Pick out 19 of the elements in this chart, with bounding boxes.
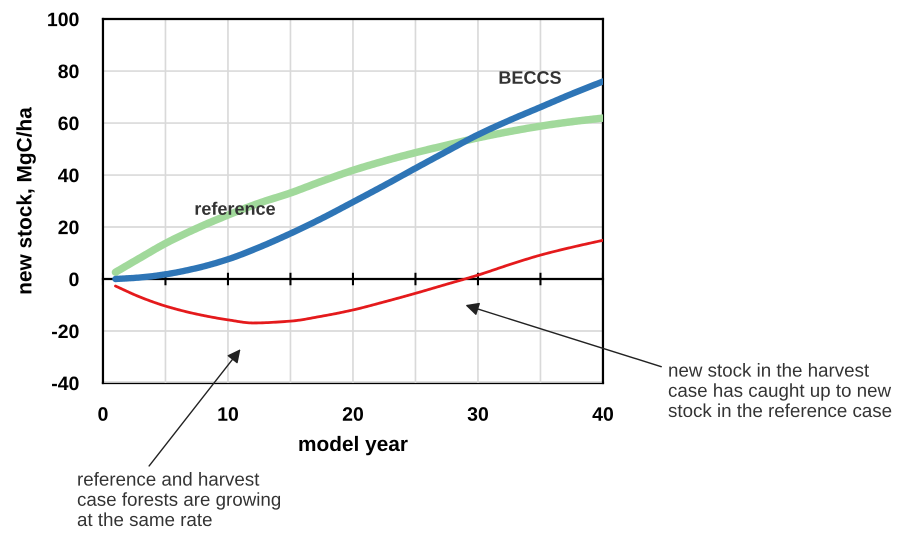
- y-tick-label: -20: [52, 324, 79, 338]
- series-label: BECCS: [500, 71, 561, 84]
- y-tick-label: 100: [48, 12, 79, 26]
- x-tick-label: 40: [592, 407, 613, 421]
- x-tick-label: 20: [342, 407, 363, 421]
- x-tick-label: 10: [218, 407, 238, 421]
- y-tick-label: 80: [58, 64, 79, 78]
- y-tick-label: 60: [58, 116, 79, 130]
- text: new stock in the harvest case has caught up to new stock in the reference case: [668, 363, 892, 418]
- x-tick-label: 30: [468, 407, 488, 421]
- y-tick-label: 0: [69, 272, 79, 286]
- y-tick-label: 40: [58, 168, 79, 182]
- y-axis-title: new stock, MgC/ha: [16, 107, 36, 294]
- y-tick-label: 20: [58, 220, 79, 234]
- x-tick-label: 0: [98, 407, 108, 421]
- x-axis-title: model year: [299, 436, 408, 456]
- text: reference and harvest case forests are growing at the same rate: [78, 472, 280, 526]
- series-label: reference: [196, 202, 276, 215]
- y-tick-label: -40: [52, 376, 79, 390]
